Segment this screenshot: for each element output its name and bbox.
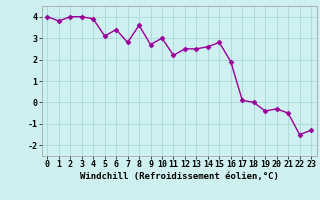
X-axis label: Windchill (Refroidissement éolien,°C): Windchill (Refroidissement éolien,°C)	[80, 172, 279, 181]
